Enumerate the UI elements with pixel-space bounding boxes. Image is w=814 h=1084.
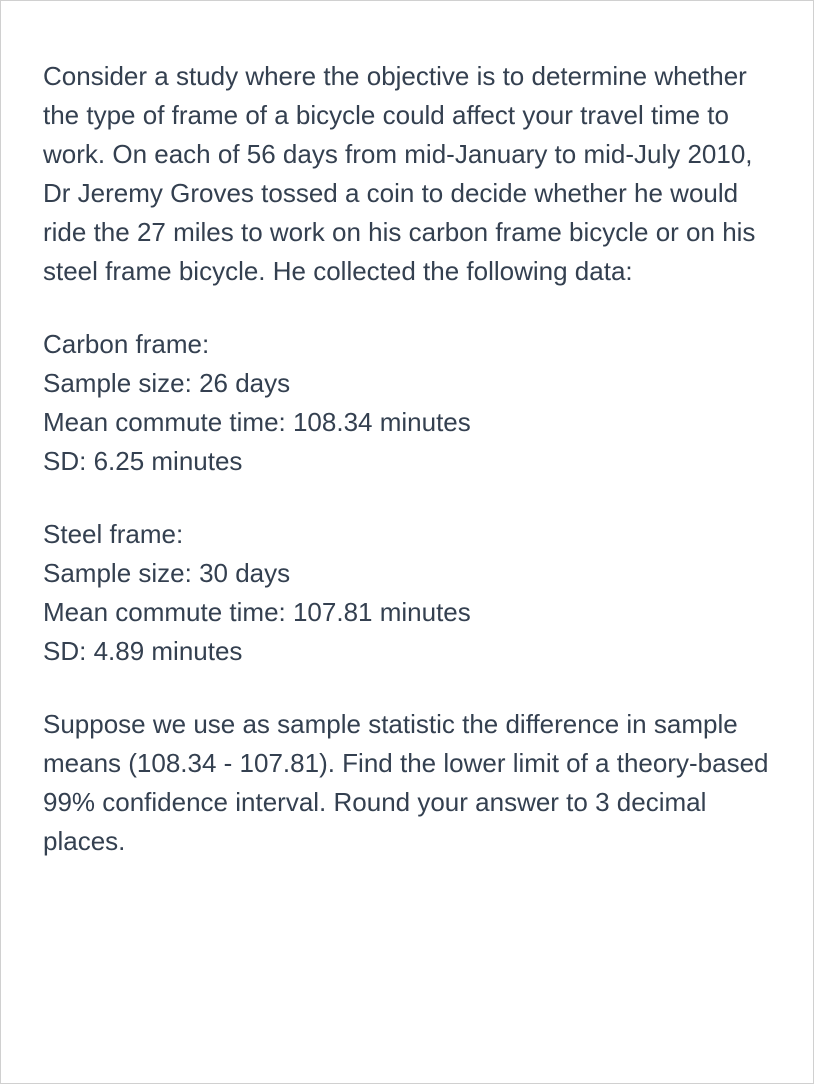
steel-sd: SD: 4.89 minutes bbox=[43, 632, 771, 671]
intro-paragraph: Consider a study where the objective is … bbox=[43, 57, 771, 291]
steel-mean: Mean commute time: 107.81 minutes bbox=[43, 593, 771, 632]
carbon-title: Carbon frame: bbox=[43, 325, 771, 364]
carbon-sample-size: Sample size: 26 days bbox=[43, 364, 771, 403]
carbon-sd: SD: 6.25 minutes bbox=[43, 442, 771, 481]
steel-frame-group: Steel frame: Sample size: 30 days Mean c… bbox=[43, 515, 771, 671]
carbon-mean: Mean commute time: 108.34 minutes bbox=[43, 403, 771, 442]
steel-sample-size: Sample size: 30 days bbox=[43, 554, 771, 593]
question-paragraph: Suppose we use as sample statistic the d… bbox=[43, 705, 771, 861]
steel-title: Steel frame: bbox=[43, 515, 771, 554]
carbon-frame-group: Carbon frame: Sample size: 26 days Mean … bbox=[43, 325, 771, 481]
